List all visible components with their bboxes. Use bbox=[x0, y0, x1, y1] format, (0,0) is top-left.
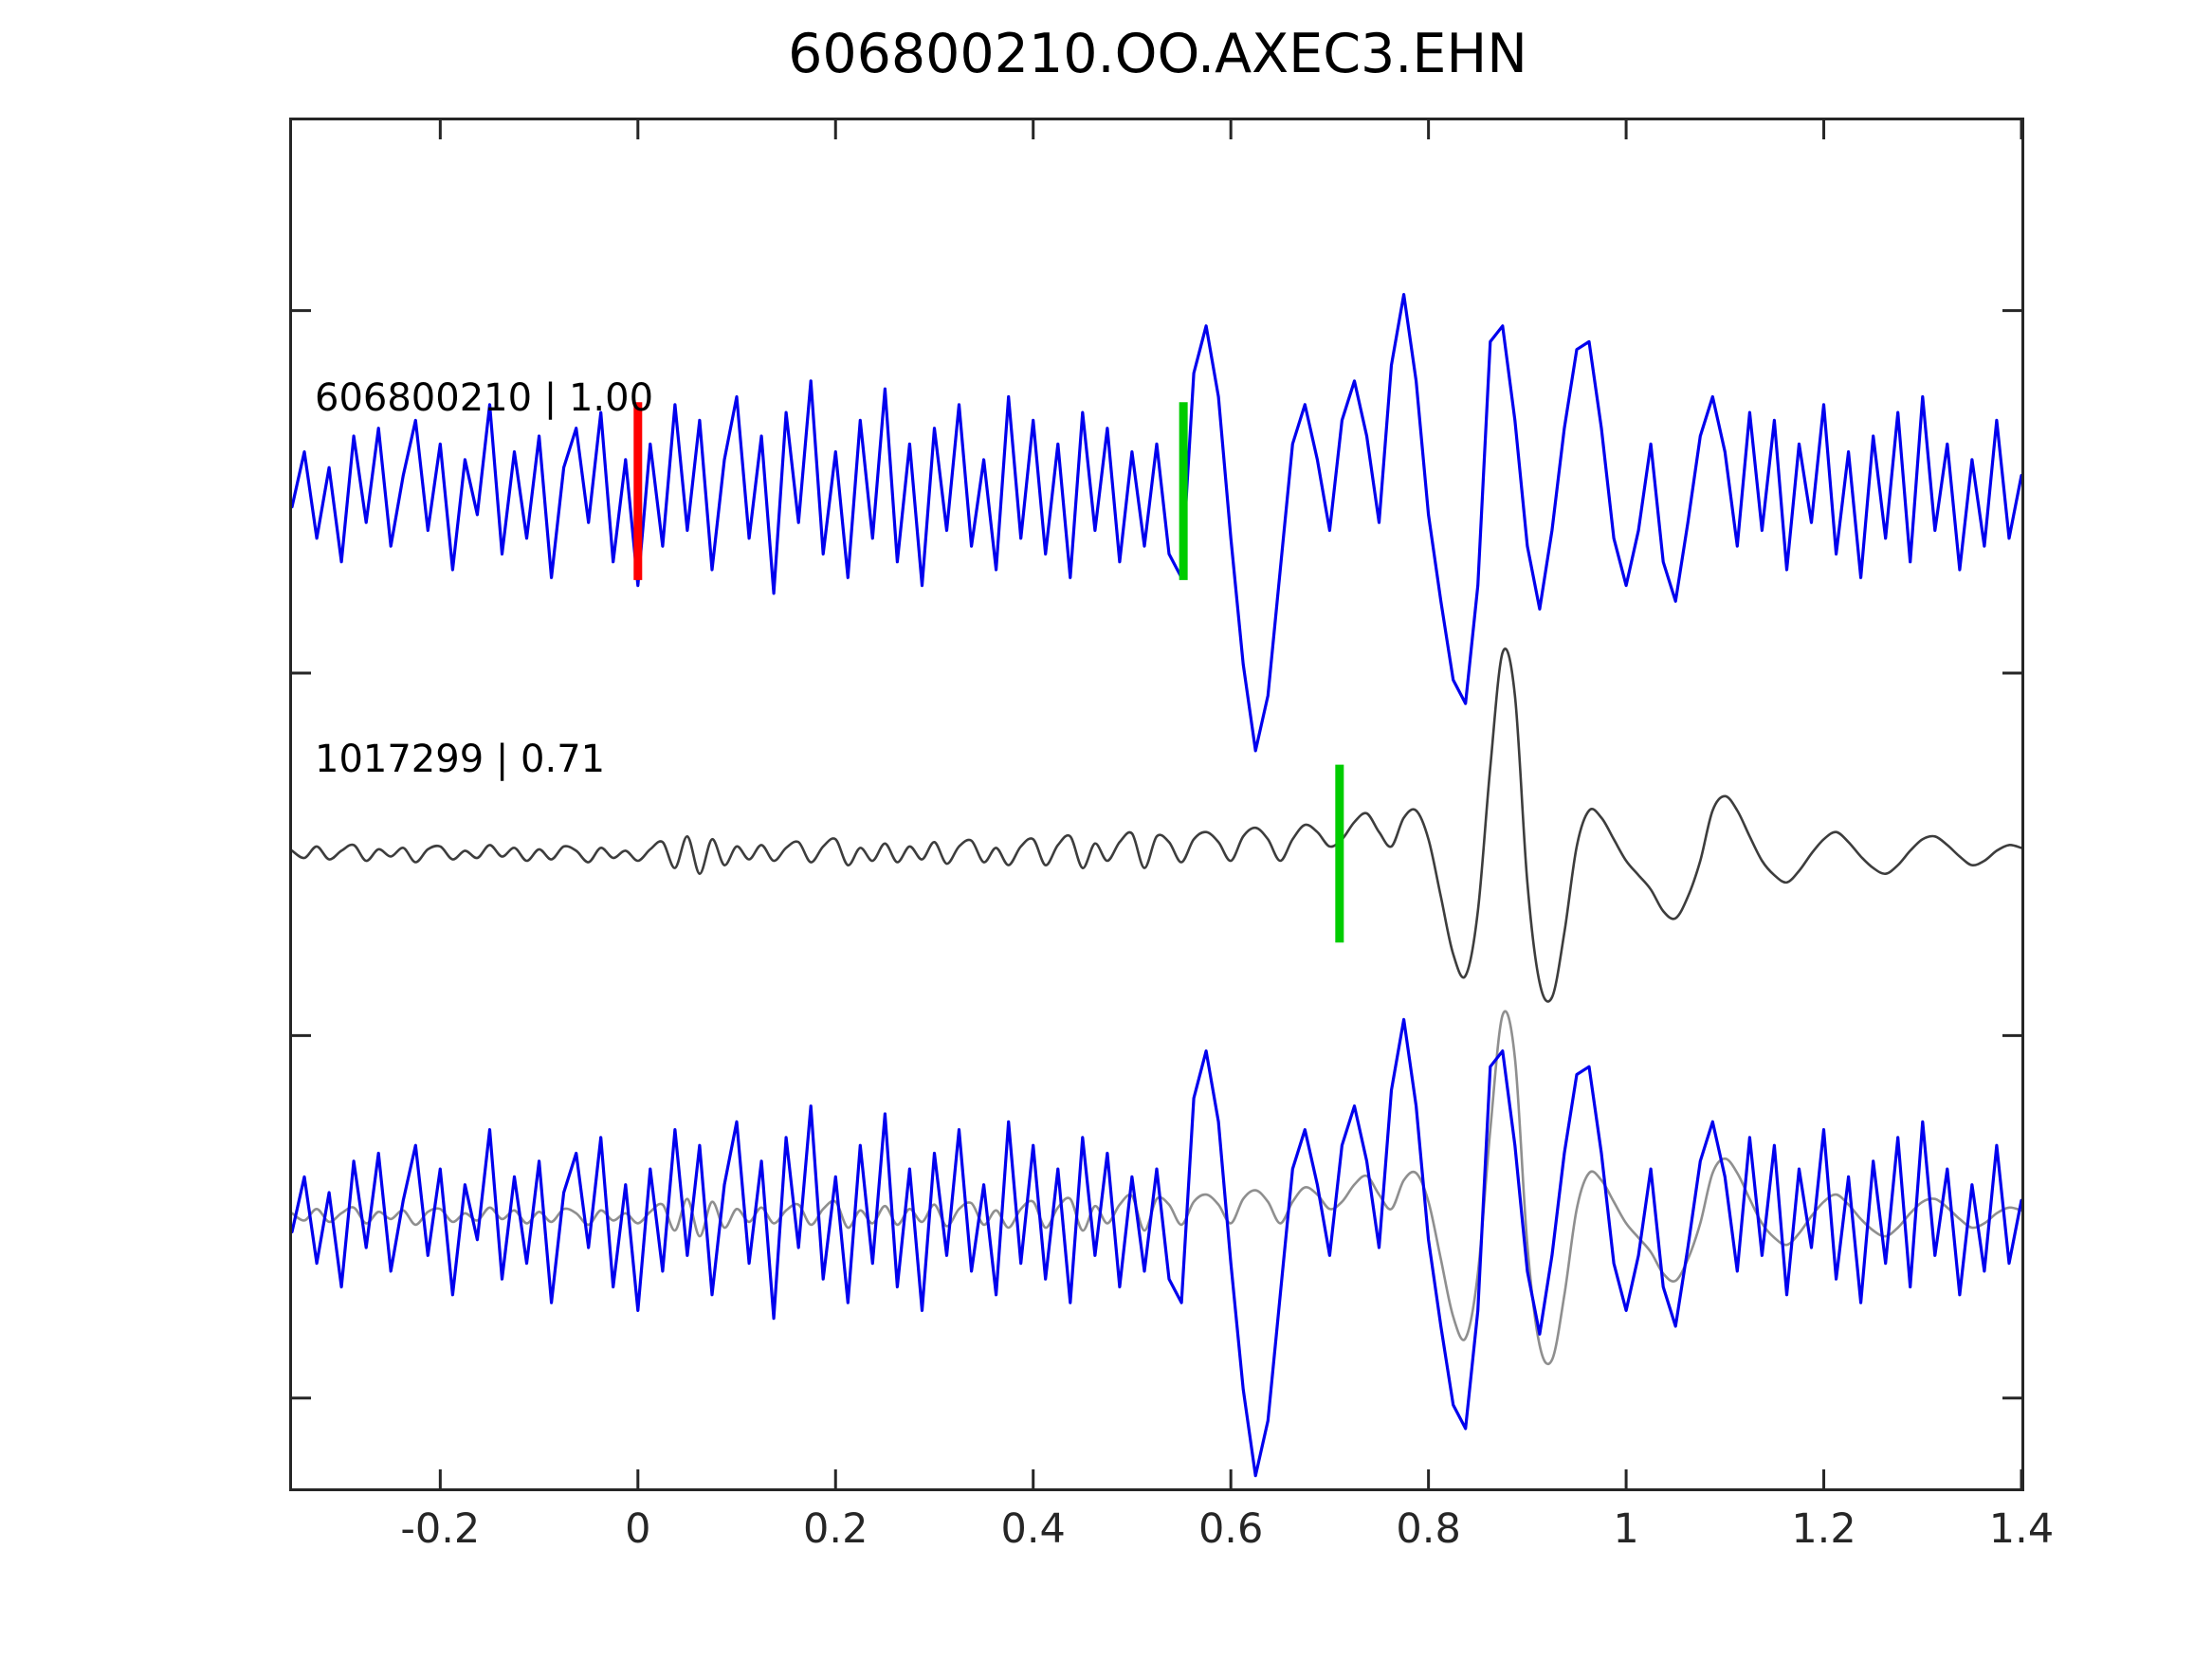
x-tick-label: 1.4 bbox=[1988, 1505, 2055, 1553]
waveform-plot bbox=[292, 120, 2021, 1488]
x-tick-label: 0.4 bbox=[1000, 1505, 1066, 1553]
trace-overlay-detection bbox=[292, 1017, 2021, 1478]
plot-area bbox=[289, 118, 2024, 1491]
x-tick-label: 0.6 bbox=[1197, 1505, 1264, 1553]
x-tick-label: 0.2 bbox=[803, 1505, 868, 1553]
x-tick-label: 1.2 bbox=[1791, 1505, 1856, 1553]
x-tick-label: 0 bbox=[625, 1505, 651, 1553]
x-tick-label: 0.8 bbox=[1396, 1505, 1461, 1553]
x-tick-label: 1 bbox=[1613, 1505, 1639, 1553]
detection-trace-label: 606800210 | 1.00 bbox=[315, 376, 654, 420]
template-trace-label: 1017299 | 0.71 bbox=[315, 738, 606, 781]
trace-overlay-template bbox=[292, 1010, 2021, 1366]
x-tick-label: -0.2 bbox=[400, 1505, 481, 1553]
chart-title: 606800210.OO.AXEC3.EHN bbox=[788, 23, 1527, 85]
x-axis-tick-labels: -0.2 0 0.2 0.4 0.6 0.8 1 1.2 1.4 bbox=[292, 1505, 2054, 1566]
trace-detection bbox=[292, 293, 2021, 753]
trace-template bbox=[292, 647, 2021, 1003]
